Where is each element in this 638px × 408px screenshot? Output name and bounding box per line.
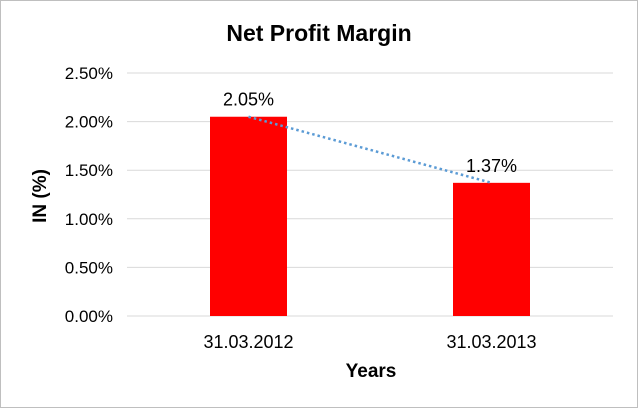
y-tick-label: 0.50% (65, 258, 113, 277)
trendline-group (248, 115, 492, 185)
gridlines (127, 72, 613, 317)
x-tick-labels: 31.03.2012 31.03.2013 (203, 332, 536, 352)
trendline (248, 115, 492, 185)
data-label: 2.05% (223, 90, 274, 110)
y-tick-label: 2.50% (65, 64, 113, 83)
x-tick-label: 31.03.2013 (446, 332, 536, 352)
bar (210, 116, 287, 317)
bar (453, 182, 530, 316)
bars (210, 116, 530, 317)
x-tick-label: 31.03.2012 (203, 332, 293, 352)
chart-title: Net Profit Margin (226, 20, 411, 46)
y-axis-title: IN (%) (30, 169, 51, 223)
y-tick-label: 1.00% (65, 210, 113, 229)
data-label: 1.37% (466, 156, 517, 176)
y-tick-labels: 0.00% 0.50% 1.00% 1.50% 2.00% 2.50% (65, 64, 113, 326)
data-labels: 2.05% 1.37% (223, 90, 517, 176)
y-tick-label: 1.50% (65, 161, 113, 180)
x-axis-title: Years (346, 361, 397, 382)
y-tick-label: 2.00% (65, 113, 113, 132)
y-tick-label: 0.00% (65, 307, 113, 326)
